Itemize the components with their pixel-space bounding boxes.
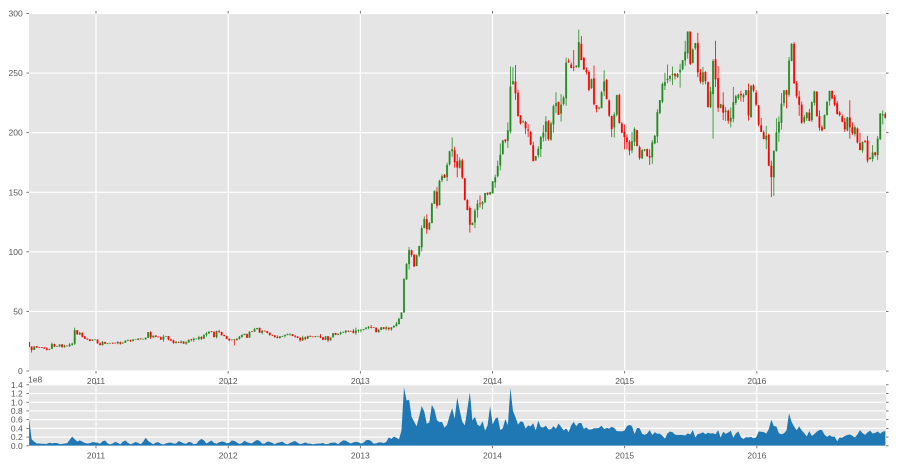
svg-text:2013: 2013	[351, 376, 370, 386]
svg-text:1.2: 1.2	[11, 389, 23, 399]
svg-text:2011: 2011	[87, 451, 106, 461]
svg-text:1.4: 1.4	[11, 380, 23, 390]
svg-text:2014: 2014	[483, 376, 502, 386]
svg-text:2012: 2012	[219, 451, 238, 461]
svg-text:2015: 2015	[615, 451, 634, 461]
svg-text:300: 300	[9, 9, 23, 19]
svg-text:2016: 2016	[747, 451, 766, 461]
svg-text:2013: 2013	[351, 451, 370, 461]
svg-text:1e8: 1e8	[28, 375, 42, 385]
svg-text:2015: 2015	[615, 376, 634, 386]
svg-text:100: 100	[9, 247, 23, 257]
svg-text:2011: 2011	[87, 376, 106, 386]
svg-text:2014: 2014	[483, 451, 502, 461]
svg-text:200: 200	[9, 128, 23, 138]
svg-text:2012: 2012	[219, 376, 238, 386]
svg-text:0.6: 0.6	[11, 415, 23, 425]
svg-text:1.0: 1.0	[11, 397, 23, 407]
svg-text:0.8: 0.8	[11, 406, 23, 416]
svg-text:250: 250	[9, 68, 23, 78]
svg-text:150: 150	[9, 187, 23, 197]
svg-text:2016: 2016	[747, 376, 766, 386]
svg-text:0.4: 0.4	[11, 423, 23, 433]
svg-text:50: 50	[13, 306, 23, 316]
svg-text:0.0: 0.0	[11, 441, 23, 451]
svg-text:0: 0	[18, 366, 23, 376]
svg-text:0.2: 0.2	[11, 432, 23, 442]
